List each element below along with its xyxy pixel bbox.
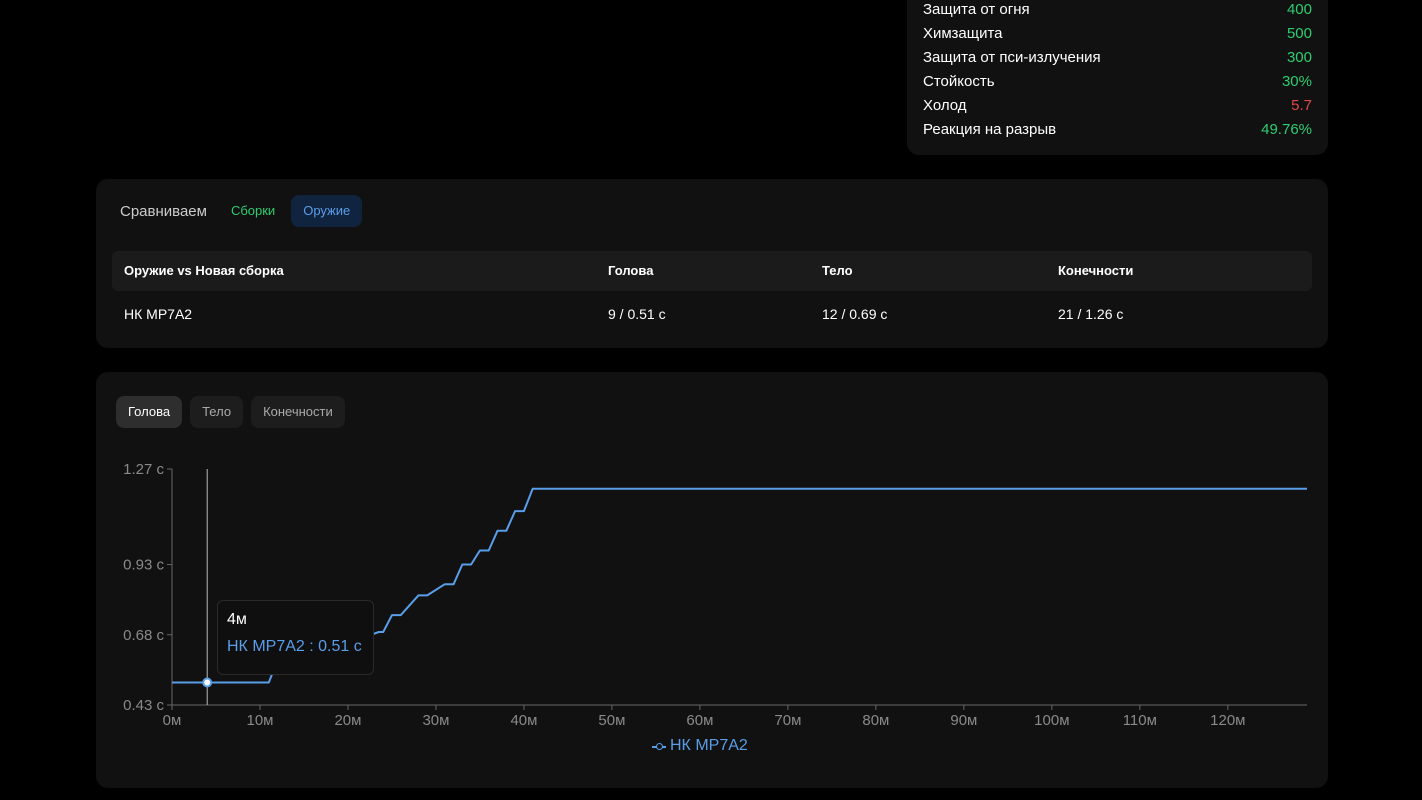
x-tick-label: 70м [774,712,801,729]
x-tick-label: 20м [334,712,361,729]
legend-label: НК MP7A2 [670,737,748,754]
stat-label: Химзащита [923,24,1003,42]
chart-tooltip: 4м НК MP7A2 : 0.51 с [217,600,374,675]
stat-value: 300 [1286,48,1312,66]
stat-label: Холод [923,96,967,114]
stat-label: Реакция на разрыв [923,120,1057,138]
x-tick-label: 90м [950,712,977,729]
stat-row: Стойкость 30% [923,69,1312,93]
cell-weapon: НК MP7A2 [124,306,193,322]
x-tick-label: 0м [163,712,182,729]
stat-row: Защита от огня 400 [923,0,1312,21]
compare-title: Сравниваем [120,202,207,220]
stat-value: 30% [1281,72,1312,90]
x-tick-label: 80м [862,712,889,729]
stat-value: 5.7 [1291,96,1312,114]
stat-label: Защита от пси-излучения [923,48,1101,66]
header-weapon: Оружие vs Новая сборка [124,263,284,278]
tab-weapons[interactable]: Оружие [291,195,363,227]
cell-limbs: 21 / 1.26 с [1058,306,1124,322]
header-head: Голова [608,263,654,278]
x-tick-label: 50м [598,712,625,729]
compare-header: Сравниваем Сборки Оружие [120,195,363,227]
stat-value: 49.76% [1261,120,1312,138]
x-tick-label: 10м [246,712,273,729]
x-tick-label: 60м [686,712,713,729]
stat-value: 500 [1286,24,1312,42]
stats-panel: Защита от огня 400 Химзащита 500 Защита от п… [907,0,1328,155]
stat-value: 400 [1286,0,1312,18]
y-tick-label: 0.68 с [123,627,164,644]
stat-row: Реакция на разрыв 49.76% [923,117,1312,141]
x-tick-label: 110м [1123,712,1157,729]
tab-builds[interactable]: Сборки [230,203,276,218]
tooltip-title: 4м [227,611,247,628]
chart-tabs: Голова Тело Конечности [116,396,345,428]
legend-line-icon [652,741,666,751]
y-tick-label: 0.43 с [123,697,164,714]
x-tick-label: 100м [1034,712,1069,729]
chart-legend[interactable]: НК MP7A2 [652,736,748,756]
tab-body[interactable]: Тело [190,396,244,428]
stat-row: Защита от пси-излучения 300 [923,45,1312,69]
stat-label: Стойкость [923,72,995,90]
cell-body: 12 / 0.69 с [822,306,888,322]
compare-card: Сравниваем Сборки Оружие Оружие vs Новая… [96,179,1328,348]
header-limbs: Конечности [1058,263,1134,278]
x-tick-label: 120м [1210,712,1245,729]
x-tick-label: 40м [510,712,537,729]
chart-card: Голова Тело Конечности 0.43 с 0.68 с 0.93 … [96,372,1328,788]
tooltip-value: НК MP7A2 : 0.51 с [227,638,362,655]
header-body: Тело [822,263,853,278]
table-header: Оружие vs Новая сборка Голова Тело Конеч… [112,251,1312,291]
y-tick-label: 1.27 с [123,461,164,478]
tab-head[interactable]: Голова [116,396,183,428]
table-row: НК MP7A2 9 / 0.51 с 12 / 0.69 с 21 / 1.2… [112,294,1312,334]
cell-head: 9 / 0.51 с [608,306,666,322]
data-point [202,677,213,688]
stat-row: Холод 5.7 [923,93,1312,117]
line-chart[interactable]: 0.43 с 0.68 с 0.93 с 1.27 с 0м 10м 20м 30м 40м 50… [96,372,1328,788]
stat-row: Химзащита 500 [923,21,1312,45]
tab-limbs[interactable]: Конечности [251,396,345,428]
y-tick-label: 0.93 с [123,557,164,574]
stat-label: Защита от огня [923,0,1030,18]
x-tick-label: 30м [422,712,449,729]
